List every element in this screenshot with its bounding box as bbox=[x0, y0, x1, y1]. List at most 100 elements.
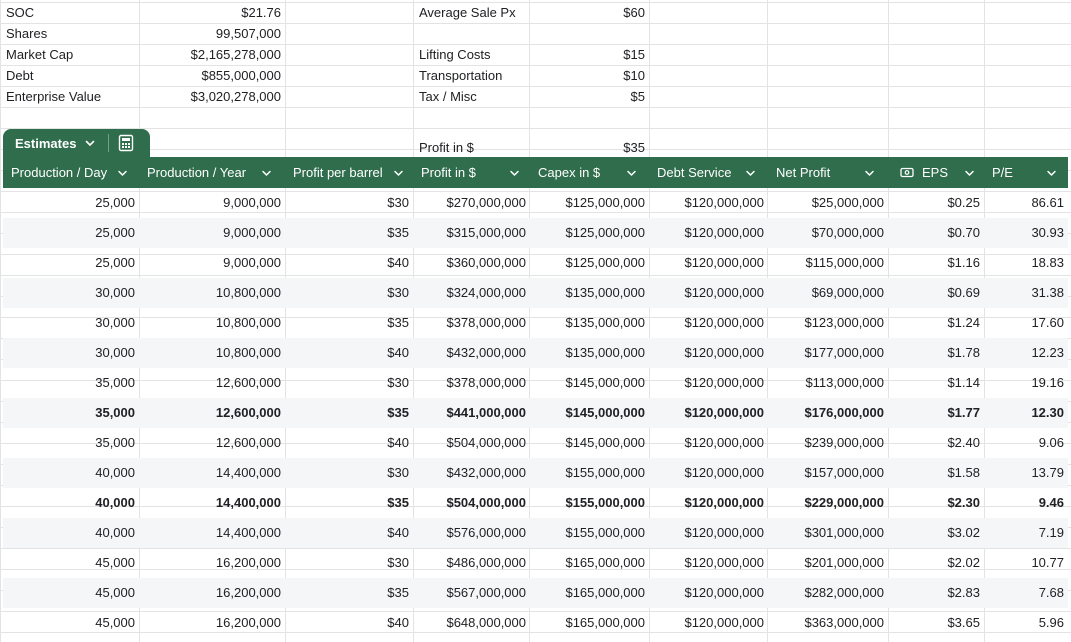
assumption-label-cell[interactable]: Average Sale Px bbox=[419, 5, 516, 20]
table-cell[interactable]: $30 bbox=[387, 375, 409, 390]
table-cell[interactable]: 45,000 bbox=[95, 585, 135, 600]
table-cell[interactable]: $432,000,000 bbox=[446, 465, 526, 480]
table-cell[interactable]: $432,000,000 bbox=[446, 345, 526, 360]
table-cell[interactable]: 12,600,000 bbox=[215, 405, 281, 420]
table-cell[interactable]: $176,000,000 bbox=[804, 405, 884, 420]
table-cell[interactable]: $120,000,000 bbox=[684, 195, 764, 210]
table-cell[interactable]: $120,000,000 bbox=[684, 255, 764, 270]
table-cell[interactable]: $486,000,000 bbox=[446, 555, 526, 570]
table-cell[interactable]: $145,000,000 bbox=[565, 405, 645, 420]
assumption-value-cell[interactable]: $10 bbox=[623, 68, 645, 83]
summary-value-cell[interactable]: 99,507,000 bbox=[215, 26, 281, 41]
table-cell[interactable]: 12.30 bbox=[1031, 405, 1064, 420]
assumption-value-cell[interactable]: $5 bbox=[630, 89, 645, 104]
table-cell[interactable]: 9.06 bbox=[1038, 435, 1064, 450]
table-cell[interactable]: $1.58 bbox=[947, 465, 980, 480]
table-cell[interactable]: $648,000,000 bbox=[446, 615, 526, 630]
table-cell[interactable]: $120,000,000 bbox=[684, 525, 764, 540]
assumption-label-cell[interactable]: Lifting Costs bbox=[419, 47, 491, 62]
table-cell[interactable]: 12.23 bbox=[1031, 345, 1064, 360]
column-header[interactable]: Production / Day bbox=[3, 157, 139, 188]
table-row[interactable]: 35,000 12,600,000 $35 $441,000,000 $145,000,… bbox=[3, 398, 1068, 428]
chevron-down-icon[interactable] bbox=[509, 168, 520, 179]
table-cell[interactable]: $155,000,000 bbox=[565, 495, 645, 510]
table-cell[interactable]: $40 bbox=[387, 435, 409, 450]
table-cell[interactable]: $135,000,000 bbox=[565, 315, 645, 330]
table-cell[interactable]: $120,000,000 bbox=[684, 285, 764, 300]
table-cell[interactable]: 35,000 bbox=[95, 375, 135, 390]
table-cell[interactable]: 9,000,000 bbox=[223, 255, 281, 270]
table-cell[interactable]: 25,000 bbox=[95, 225, 135, 240]
chevron-down-icon[interactable] bbox=[864, 168, 875, 179]
table-cell[interactable]: $113,000,000 bbox=[805, 375, 884, 390]
table-cell[interactable]: $177,000,000 bbox=[804, 345, 884, 360]
table-row[interactable]: 45,000 16,200,000 $30 $486,000,000 $165,000,… bbox=[3, 548, 1068, 578]
table-cell[interactable]: $504,000,000 bbox=[446, 495, 526, 510]
table-row[interactable]: 30,000 10,800,000 $30 $324,000,000 $135,000,… bbox=[3, 278, 1068, 308]
table-cell[interactable]: $120,000,000 bbox=[684, 375, 764, 390]
table-cell[interactable]: $120,000,000 bbox=[684, 585, 764, 600]
table-cell[interactable]: 12,600,000 bbox=[215, 435, 281, 450]
table-cell[interactable]: 30,000 bbox=[95, 285, 135, 300]
table-cell[interactable]: 45,000 bbox=[95, 615, 135, 630]
table-cell[interactable]: $1.77 bbox=[947, 405, 980, 420]
table-cell[interactable]: 25,000 bbox=[95, 195, 135, 210]
table-cell[interactable]: $125,000,000 bbox=[565, 225, 645, 240]
table-cell[interactable]: $40 bbox=[387, 345, 409, 360]
table-cell[interactable]: $70,000,000 bbox=[811, 225, 884, 240]
table-cell[interactable]: $1.14 bbox=[947, 375, 980, 390]
table-cell[interactable]: $125,000,000 bbox=[565, 195, 645, 210]
chevron-down-icon[interactable] bbox=[84, 137, 96, 149]
assumption-label-cell[interactable] bbox=[413, 24, 529, 44]
table-cell[interactable]: $35 bbox=[387, 495, 409, 510]
table-cell[interactable]: 9,000,000 bbox=[223, 225, 281, 240]
chevron-down-icon[interactable] bbox=[393, 168, 404, 179]
assumption-value-cell[interactable]: $15 bbox=[623, 47, 645, 62]
table-cell[interactable]: $120,000,000 bbox=[684, 405, 764, 420]
table-cell[interactable]: $378,000,000 bbox=[446, 375, 526, 390]
table-cell[interactable]: 31.38 bbox=[1031, 285, 1064, 300]
table-cell[interactable]: $3.02 bbox=[947, 525, 980, 540]
table-cell[interactable]: $165,000,000 bbox=[565, 585, 645, 600]
table-cell[interactable]: 12,600,000 bbox=[215, 375, 281, 390]
table-cell[interactable]: $25,000,000 bbox=[811, 195, 884, 210]
table-cell[interactable]: $135,000,000 bbox=[565, 345, 645, 360]
table-cell[interactable]: $1.24 bbox=[947, 315, 980, 330]
profit-summary-label[interactable]: Profit in $ bbox=[419, 140, 474, 155]
table-cell[interactable]: $441,000,000 bbox=[446, 405, 526, 420]
table-cell[interactable]: 10,800,000 bbox=[215, 345, 281, 360]
table-row[interactable]: 40,000 14,400,000 $35 $504,000,000 $155,000,… bbox=[3, 488, 1068, 518]
table-cell[interactable]: $0.69 bbox=[947, 285, 980, 300]
table-row[interactable]: 25,000 9,000,000 $30 $270,000,000 $125,000,0… bbox=[3, 188, 1068, 218]
table-cell[interactable]: $69,000,000 bbox=[811, 285, 884, 300]
table-cell[interactable]: 5.96 bbox=[1038, 615, 1064, 630]
chevron-down-icon[interactable] bbox=[964, 168, 975, 179]
summary-label-cell[interactable]: Debt bbox=[6, 68, 34, 83]
table-cell[interactable]: 19.16 bbox=[1031, 375, 1064, 390]
assumption-label-cell[interactable]: Transportation bbox=[419, 68, 503, 83]
table-cell[interactable]: $1.78 bbox=[947, 345, 980, 360]
summary-value-cell[interactable]: $3,020,278,000 bbox=[190, 89, 281, 104]
chevron-down-icon[interactable] bbox=[117, 168, 128, 179]
chevron-down-icon[interactable] bbox=[745, 168, 756, 179]
table-cell[interactable]: 25,000 bbox=[95, 255, 135, 270]
table-cell[interactable]: $165,000,000 bbox=[565, 615, 645, 630]
table-cell[interactable]: $30 bbox=[387, 555, 409, 570]
table-cell[interactable]: $123,000,000 bbox=[804, 315, 884, 330]
table-cell[interactable]: 35,000 bbox=[95, 435, 135, 450]
table-cell[interactable]: $504,000,000 bbox=[446, 435, 526, 450]
table-cell[interactable]: $301,000,000 bbox=[804, 525, 884, 540]
table-cell[interactable]: $378,000,000 bbox=[446, 315, 526, 330]
table-cell[interactable]: 10.77 bbox=[1031, 555, 1064, 570]
table-cell[interactable]: 9.46 bbox=[1038, 495, 1064, 510]
summary-label-cell[interactable]: SOC bbox=[6, 5, 35, 20]
summary-value-cell[interactable]: $2,165,278,000 bbox=[190, 47, 281, 62]
profit-summary-value[interactable]: $35 bbox=[623, 140, 645, 155]
assumption-value-cell[interactable] bbox=[529, 24, 649, 44]
table-cell[interactable]: $40 bbox=[387, 525, 409, 540]
table-cell[interactable]: $315,000,000 bbox=[446, 225, 526, 240]
table-cell[interactable]: $120,000,000 bbox=[684, 315, 764, 330]
table-cell[interactable]: $0.70 bbox=[947, 225, 980, 240]
summary-label-cell[interactable]: Market Cap bbox=[6, 47, 74, 62]
table-cell[interactable]: $120,000,000 bbox=[684, 345, 764, 360]
